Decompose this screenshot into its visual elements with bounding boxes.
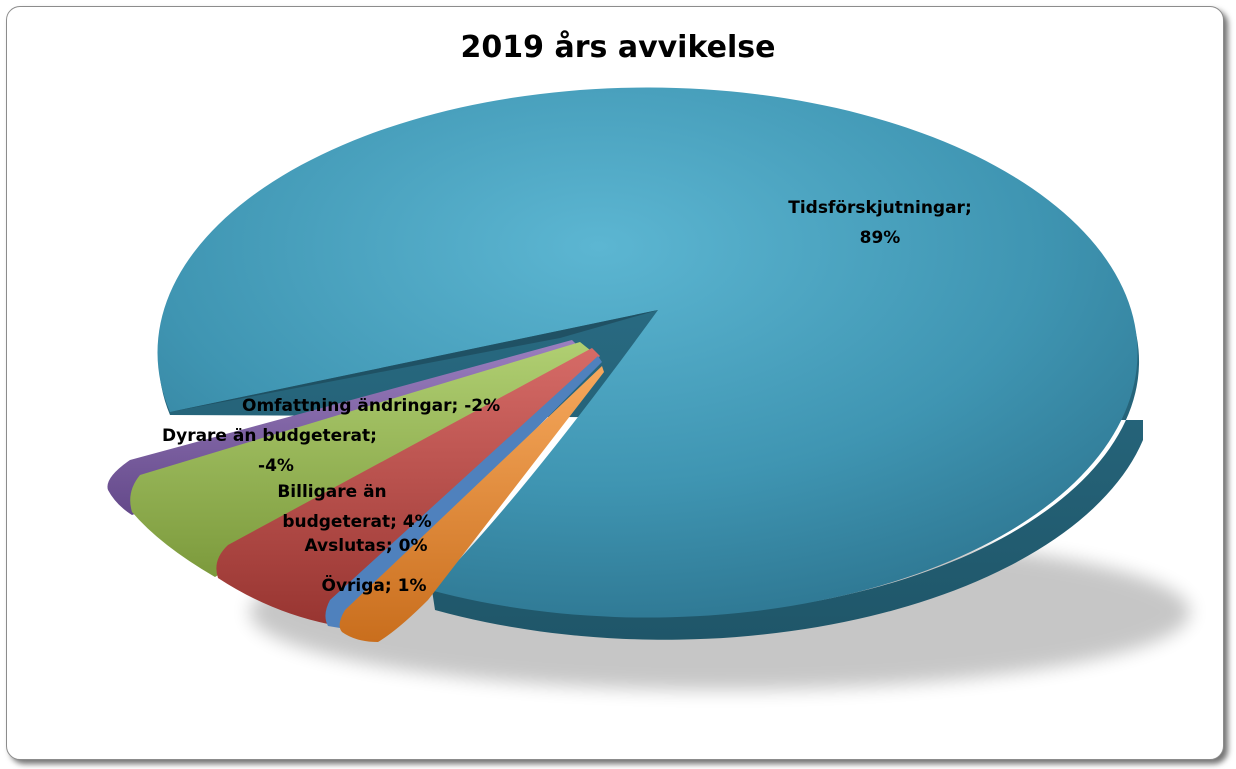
slice-billigare-an-budgeterat (216, 348, 600, 624)
slice-dyrare-an-budgeterat (130, 342, 590, 577)
label-tids-line2: 89% (860, 228, 901, 248)
slice-avslutas (325, 356, 602, 628)
label-dyrare-line1: Dyrare än budgeterat; (162, 426, 377, 446)
label-ovriga: Övriga; 1% (322, 574, 427, 596)
label-billigare-line2: budgeterat; 4% (282, 512, 431, 532)
label-avslutas: Avslutas; 0% (305, 536, 428, 556)
label-tids-line1: Tidsförskjutningar; (788, 198, 972, 218)
slice-ovriga (339, 366, 604, 642)
chart-title: 2019 års avvikelse (460, 30, 776, 65)
label-dyrare-line2: -4% (258, 456, 294, 476)
slice-tidsforskjutningar (157, 87, 1138, 618)
label-billigare-line1: Billigare än (277, 482, 386, 502)
slice-inner-wall (170, 310, 658, 412)
label-omfattning: Omfattning ändringar; -2% (242, 396, 500, 416)
